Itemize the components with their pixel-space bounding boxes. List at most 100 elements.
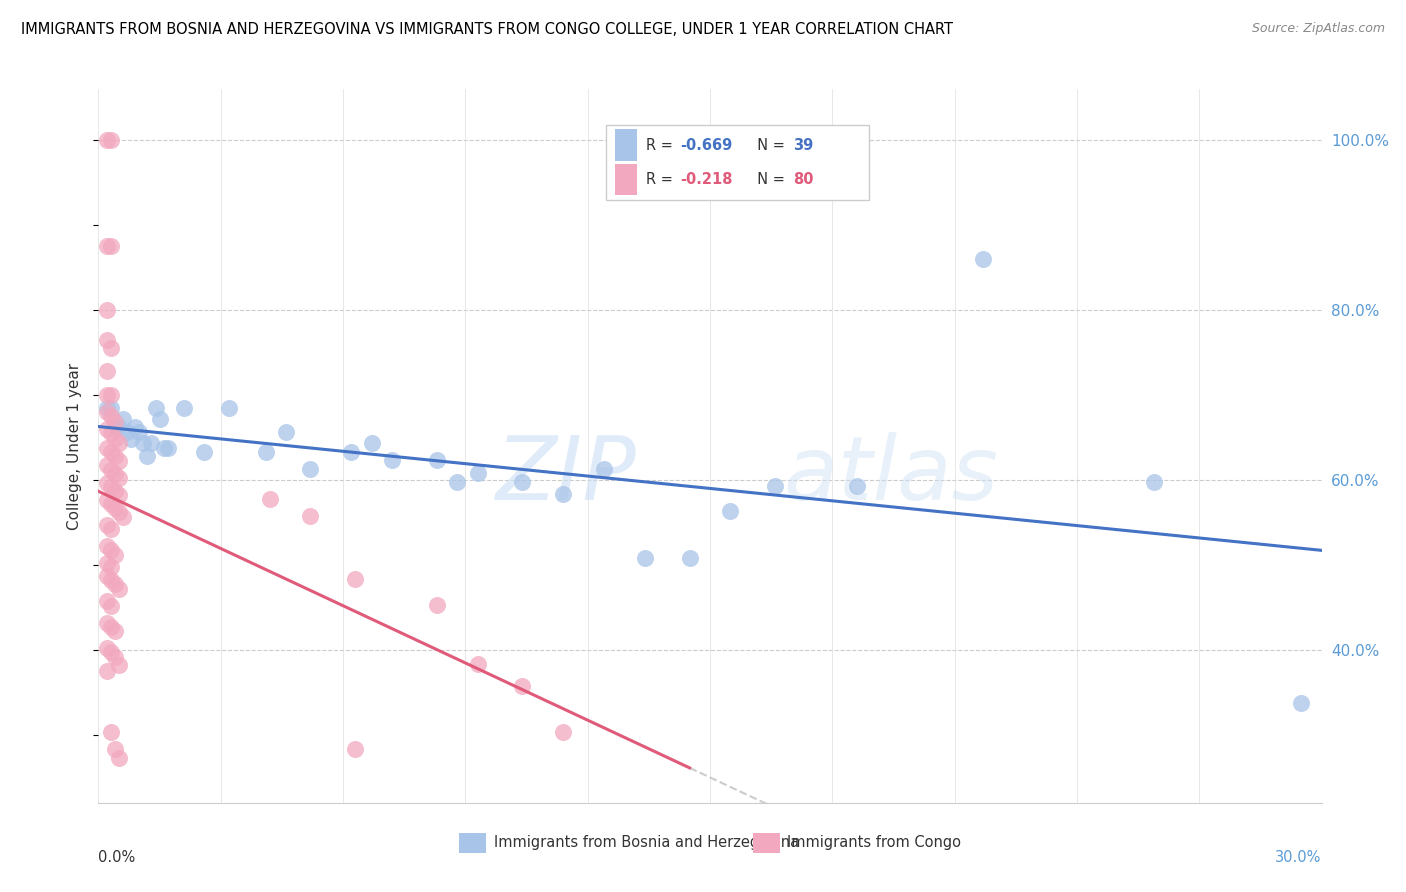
Text: R =: R =	[647, 137, 678, 153]
Point	[173, 401, 195, 415]
Point	[104, 548, 127, 562]
Text: -0.218: -0.218	[681, 172, 733, 187]
Point	[104, 415, 127, 429]
Point	[100, 341, 122, 355]
Point	[344, 742, 367, 756]
Point	[104, 577, 127, 591]
Point	[104, 483, 127, 498]
Point	[96, 615, 118, 630]
Point	[218, 401, 240, 415]
Point	[108, 420, 131, 434]
Point	[104, 420, 127, 434]
Point	[100, 645, 122, 659]
Point	[120, 432, 142, 446]
Point	[96, 441, 118, 455]
Point	[845, 479, 868, 493]
Point	[100, 463, 122, 477]
Point	[96, 405, 118, 419]
Point	[553, 487, 575, 501]
Bar	[752, 833, 780, 853]
Point	[96, 388, 118, 402]
Point	[108, 582, 131, 596]
Point	[104, 467, 127, 481]
Text: Source: ZipAtlas.com: Source: ZipAtlas.com	[1251, 22, 1385, 36]
Text: -0.669: -0.669	[681, 137, 733, 153]
Point	[259, 491, 281, 506]
Point	[149, 412, 172, 426]
Point	[96, 133, 118, 147]
Point	[100, 409, 122, 424]
Bar	[614, 164, 637, 195]
Point	[100, 133, 122, 147]
FancyBboxPatch shape	[606, 125, 869, 200]
Point	[96, 594, 118, 608]
Point	[108, 505, 131, 519]
Point	[100, 560, 122, 574]
Point	[104, 624, 127, 639]
Point	[115, 425, 138, 439]
Point	[108, 471, 131, 485]
Point	[96, 664, 118, 678]
Point	[553, 725, 575, 739]
Point	[100, 573, 122, 587]
Point	[100, 401, 122, 415]
Point	[108, 436, 131, 450]
Point	[679, 551, 702, 566]
Point	[634, 551, 657, 566]
Text: Immigrants from Bosnia and Herzegovina: Immigrants from Bosnia and Herzegovina	[494, 835, 799, 850]
Point	[426, 598, 449, 612]
Point	[254, 445, 277, 459]
Point	[141, 436, 163, 450]
Point	[111, 412, 134, 426]
Point	[108, 751, 131, 765]
Text: 80: 80	[793, 172, 814, 187]
Point	[100, 599, 122, 613]
Point	[104, 742, 127, 756]
Bar	[614, 129, 637, 161]
Text: N =: N =	[748, 172, 789, 187]
Point	[100, 497, 122, 511]
Point	[763, 479, 786, 493]
Point	[299, 508, 322, 523]
Bar	[460, 833, 486, 853]
Point	[96, 333, 118, 347]
Point	[156, 441, 179, 455]
Point	[96, 475, 118, 490]
Point	[193, 445, 215, 459]
Point	[104, 432, 127, 446]
Point	[100, 426, 122, 441]
Point	[1143, 475, 1166, 489]
Point	[446, 475, 468, 489]
Text: 39: 39	[793, 137, 814, 153]
Point	[299, 462, 322, 476]
Point	[720, 504, 742, 518]
Point	[512, 475, 534, 489]
Point	[426, 453, 449, 467]
Point	[96, 539, 118, 553]
Point	[96, 364, 118, 378]
Point	[96, 641, 118, 656]
Point	[512, 679, 534, 693]
Point	[100, 388, 122, 402]
Text: R =: R =	[647, 172, 678, 187]
Point	[104, 501, 127, 516]
Point	[104, 449, 127, 463]
Point	[128, 425, 150, 439]
Point	[467, 466, 489, 480]
Point	[344, 573, 367, 587]
Point	[108, 658, 131, 673]
Point	[96, 401, 118, 415]
Point	[100, 543, 122, 558]
Point	[132, 436, 155, 450]
Point	[1291, 696, 1313, 710]
Point	[381, 453, 404, 467]
Point	[274, 425, 297, 439]
Point	[145, 401, 167, 415]
Point	[100, 620, 122, 634]
Point	[96, 518, 118, 533]
Point	[104, 649, 127, 664]
Point	[96, 458, 118, 472]
Point	[152, 441, 174, 455]
Point	[96, 492, 118, 507]
Point	[467, 657, 489, 672]
